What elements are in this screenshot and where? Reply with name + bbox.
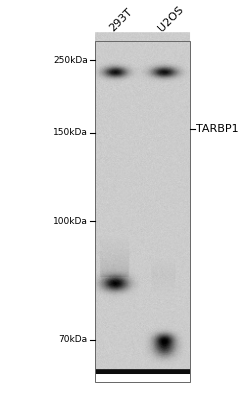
Text: 70kDa: 70kDa [59, 335, 88, 344]
Text: TARBP1: TARBP1 [196, 124, 239, 134]
Text: U2OS: U2OS [156, 4, 186, 33]
Text: 100kDa: 100kDa [53, 216, 88, 226]
Text: 293T: 293T [108, 6, 134, 33]
Text: 250kDa: 250kDa [53, 56, 88, 64]
Bar [95, 41, 190, 382]
Text: 150kDa: 150kDa [53, 128, 88, 137]
